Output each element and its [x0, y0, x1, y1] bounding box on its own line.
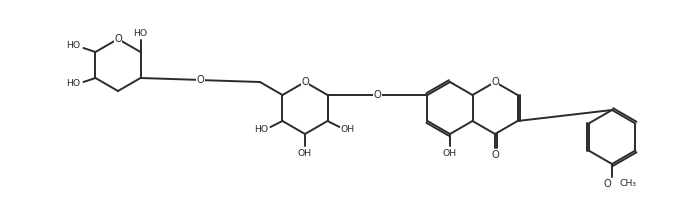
Text: O: O — [491, 150, 499, 160]
Text: HO: HO — [254, 124, 268, 133]
Text: O: O — [301, 77, 309, 87]
Text: OH: OH — [443, 149, 457, 157]
Text: O: O — [603, 179, 611, 189]
Text: O: O — [374, 90, 381, 100]
Text: O: O — [197, 75, 204, 85]
Text: O: O — [491, 77, 499, 87]
Text: HO: HO — [66, 79, 81, 89]
Text: CH₃: CH₃ — [620, 179, 637, 189]
Text: HO: HO — [134, 29, 148, 38]
Text: HO: HO — [66, 41, 81, 51]
Text: O: O — [114, 34, 122, 44]
Text: OH: OH — [340, 124, 355, 133]
Text: OH: OH — [298, 149, 312, 157]
